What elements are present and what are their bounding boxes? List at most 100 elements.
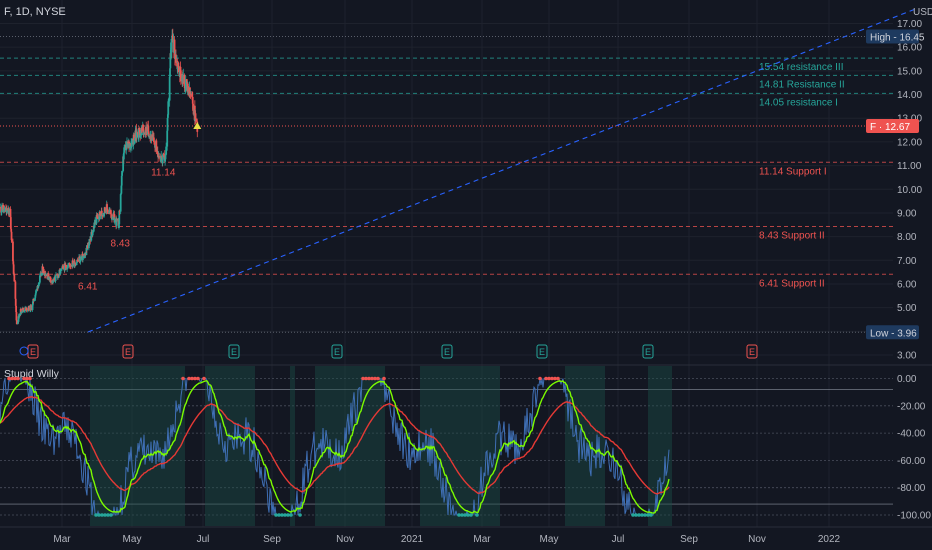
candle-body (7, 208, 10, 211)
candle-body (170, 42, 172, 59)
candle-body (147, 125, 150, 132)
earnings-marker: E (122, 344, 134, 359)
earnings-marker-box (122, 344, 134, 359)
candle-body (15, 305, 17, 313)
time-tick-label: Sep (680, 534, 698, 545)
candle-body (63, 263, 66, 271)
candle-body (100, 210, 103, 216)
candle-body (20, 308, 22, 312)
candle-body (177, 62, 180, 68)
candle-body (74, 264, 77, 266)
candle-body (15, 320, 18, 325)
price-tick-label: 10.00 (897, 185, 922, 196)
level-label: 6.41 Support II (759, 278, 825, 289)
candle-body (55, 274, 57, 276)
high-badge-text: High - 16.45 (870, 33, 925, 44)
candle-body (69, 265, 72, 267)
candle-body (118, 210, 121, 225)
overbought-dot (13, 376, 17, 381)
price-tick-label: 12.00 (897, 137, 922, 148)
indicator-tick-label: -60.00 (897, 456, 926, 467)
candle-body (121, 170, 123, 176)
candle-body (45, 274, 48, 276)
candle-body (168, 76, 171, 101)
indicator-tick-label: 0.00 (897, 374, 917, 385)
oversold-dot (466, 513, 470, 517)
indicator-tick-label: -80.00 (897, 483, 926, 494)
low-badge: Low - 3.96 (866, 325, 919, 340)
currency-label: USD (913, 7, 932, 18)
candle-body (38, 275, 41, 283)
overbought-dot (544, 376, 548, 381)
candle-body (104, 207, 106, 212)
candle-body (133, 140, 136, 144)
oversold-dot (106, 513, 110, 517)
candle-body (79, 258, 82, 262)
candle-body (3, 208, 6, 211)
candle-body (154, 142, 156, 148)
candle-body (106, 208, 109, 213)
candle-body (86, 245, 89, 249)
candle-body (67, 264, 70, 266)
candle-body (187, 86, 190, 92)
candle-body (47, 277, 50, 279)
candle-body (31, 305, 34, 311)
time-tick-label: May (123, 534, 142, 545)
candle-body (90, 232, 93, 241)
candle-body (42, 269, 45, 274)
candle-body (128, 143, 131, 148)
overbought-dot (364, 376, 368, 381)
candle-body (84, 254, 86, 258)
indicator-axis[interactable]: 0.00 -20.00 -40.00 -60.00 -80.00 -100.00 (897, 374, 931, 522)
candle-body (9, 208, 12, 218)
earnings-marker-box (746, 344, 758, 359)
candle-body (167, 100, 170, 102)
ascending-trend-line (87, 7, 919, 333)
oversold-dot (460, 513, 464, 517)
overbought-dot (190, 376, 194, 381)
earnings-marker-letter: E (125, 347, 131, 357)
candle-body (47, 273, 50, 279)
price-tick-label: 16.00 (897, 43, 922, 54)
candle-body (62, 265, 65, 269)
indicator-tick-label: -100.00 (897, 511, 931, 522)
earnings-marker-letter: E (231, 347, 237, 357)
overbought-dot (361, 376, 365, 381)
candle-body (157, 155, 160, 157)
candle-body (96, 216, 99, 219)
oversold-dot (457, 513, 461, 517)
overbought-dot (553, 376, 557, 381)
overbought-dot (550, 376, 554, 381)
price-tick-label: 6.00 (897, 279, 917, 290)
candle-body (106, 204, 108, 209)
pivot-label: 6.41 (78, 281, 98, 292)
overbought-dot (7, 376, 11, 381)
candle-body (33, 300, 35, 302)
time-axis[interactable]: Mar May Jul Sep Nov 2021 Mar May Jul Sep Nov 2022 (53, 534, 840, 545)
time-tick-label: Jul (612, 534, 625, 545)
indicator-shaded-zone (648, 366, 672, 526)
candle-body (120, 175, 123, 186)
candle-body (25, 307, 28, 311)
oversold-dot (94, 513, 98, 517)
candle-body (130, 139, 133, 147)
price-tick-label: 8.00 (897, 232, 917, 243)
price-tick-label: 14.00 (897, 90, 922, 101)
time-tick-label: 2021 (401, 534, 424, 545)
candle-body (113, 218, 116, 223)
candle-body (34, 297, 36, 301)
price-axis[interactable]: 17.0016.0015.0014.0013.0012.0011.0010.00… (866, 19, 925, 362)
candle-body (14, 298, 17, 306)
oversold-dot (634, 513, 638, 517)
price-tick-label: 17.00 (897, 19, 922, 30)
overbought-dot (16, 376, 20, 381)
candle-body (179, 70, 182, 82)
dividend-marker (19, 346, 29, 356)
candle-body (52, 279, 55, 281)
time-tick-label: Mar (53, 534, 71, 545)
candle-body (175, 54, 177, 63)
level-label: 14.05 resistance I (759, 97, 838, 108)
earnings-marker-letter: E (334, 347, 340, 357)
candle-body (160, 157, 162, 162)
candle-body (183, 85, 186, 89)
